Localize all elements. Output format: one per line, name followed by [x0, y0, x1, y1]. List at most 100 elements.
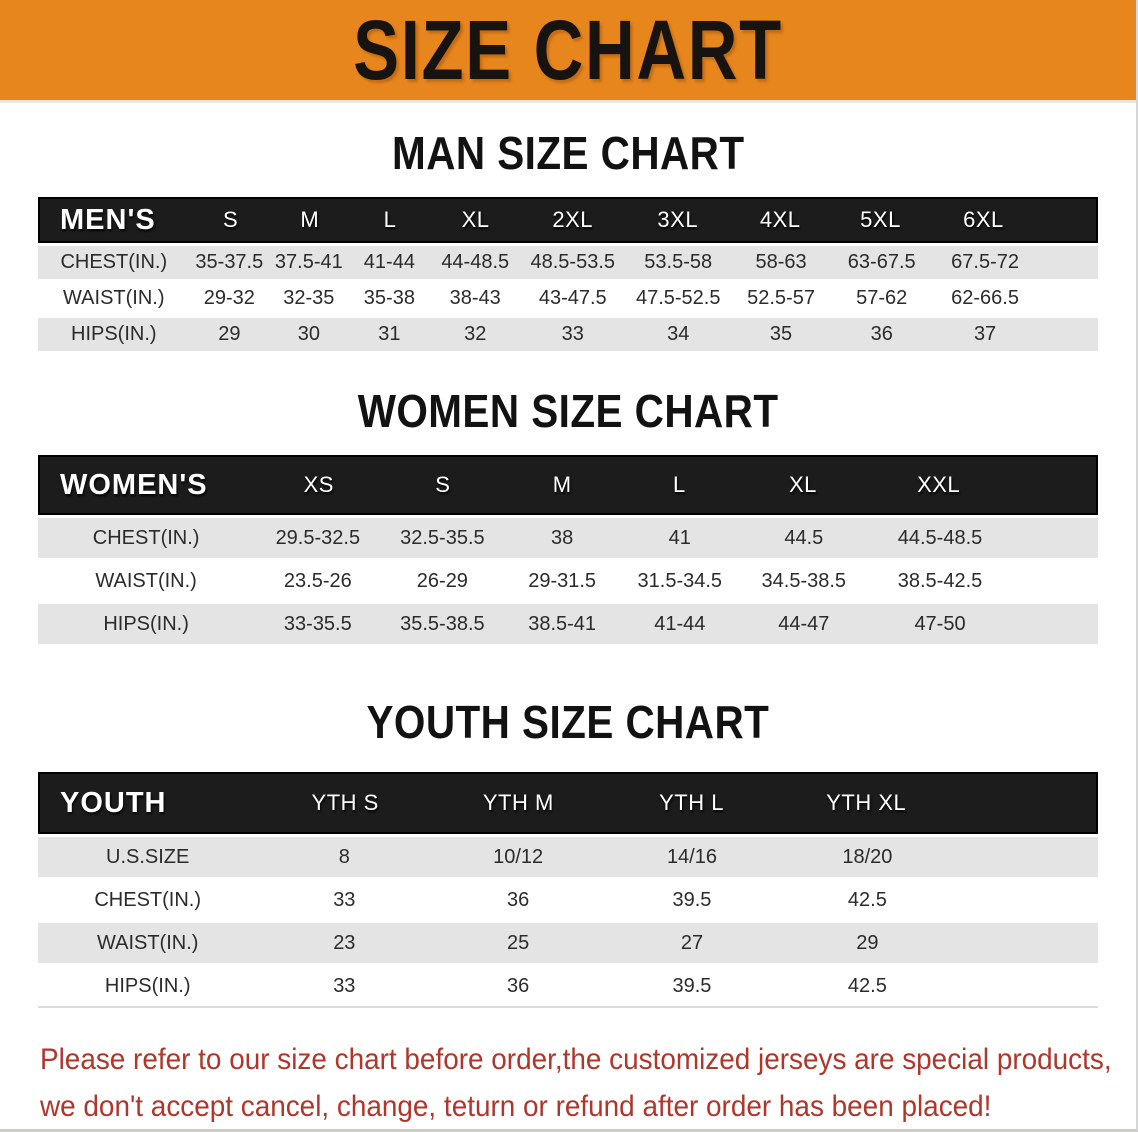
- size-value: 35.5-38.5: [400, 612, 485, 635]
- row-label: HIPS(IN.): [104, 974, 191, 997]
- size-value: 41-44: [363, 251, 415, 273]
- size-value: 44-48.5: [441, 251, 510, 273]
- size-value: 37.5-41: [274, 251, 343, 273]
- size-value: 35: [769, 323, 793, 345]
- size-value: 38.5-42.5: [897, 569, 983, 592]
- size-value: 27: [680, 931, 704, 954]
- size-value: 47.5-52.5: [635, 287, 721, 309]
- column-header: S: [435, 472, 451, 497]
- size-value: 36: [507, 888, 530, 911]
- table-row: HIPS(IN.) 33 36 39.5 42.5: [38, 966, 1098, 1006]
- size-value: 52.5-57: [747, 287, 815, 309]
- size-value: 58-63: [755, 251, 807, 273]
- size-value: 42.5: [847, 888, 887, 911]
- column-header: L: [673, 472, 686, 497]
- women-table-header: WOMEN'S XS S M L XL XXL: [38, 455, 1098, 515]
- size-value: 23: [333, 931, 356, 954]
- table-row: WAIST(IN.) 29-32 32-35 35-38 38-43 43-47.5 47.…: [38, 282, 1098, 315]
- man-size-chart-heading-text: MAN SIZE CHART: [391, 127, 745, 179]
- size-value: 37: [973, 323, 997, 345]
- column-header: L: [383, 207, 397, 232]
- size-value: 10/12: [493, 845, 544, 868]
- column-header: YTH S: [311, 790, 379, 815]
- size-value: 41: [668, 526, 691, 549]
- men-table-header: MEN'S S M L XL 2XL 3XL 4XL 5XL 6XL: [38, 197, 1098, 243]
- size-value: 32.5-35.5: [400, 526, 485, 549]
- row-label: CHEST(IN.): [92, 526, 200, 549]
- size-value: 44.5: [784, 526, 824, 549]
- footer-line-1: Please refer to our size chart before or…: [40, 1043, 1112, 1076]
- size-value: 29: [218, 323, 241, 345]
- size-value: 29.5-32.5: [275, 526, 361, 549]
- column-header: 2XL: [552, 207, 594, 232]
- column-header: YTH L: [659, 790, 724, 815]
- table-header-label: WOMEN'S: [60, 468, 208, 501]
- size-value: 36: [870, 323, 893, 345]
- women-size-chart-heading-text: WOMEN SIZE CHART: [357, 385, 779, 437]
- size-value: 14/16: [666, 845, 717, 868]
- column-header: YTH M: [482, 790, 554, 815]
- men-size-table: MEN'S S M L XL 2XL 3XL 4XL 5XL 6XL CHEST(IN.) 35-3…: [38, 197, 1098, 351]
- column-header: YTH XL: [826, 790, 907, 815]
- footer-note: Please refer to our size chart before or…: [40, 1036, 1136, 1129]
- size-value: 31.5-34.5: [637, 569, 723, 592]
- table-row: HIPS(IN.) 33-35.5 35.5-38.5 38.5-41 41-44 44-…: [38, 604, 1098, 644]
- column-header: XXL: [917, 472, 961, 497]
- size-value: 38.5-41: [528, 612, 597, 635]
- size-value: 29-31.5: [528, 569, 597, 592]
- table-row: CHEST(IN.) 33 36 39.5 42.5: [38, 880, 1098, 920]
- size-value: 31: [378, 323, 401, 345]
- size-value: 23.5-26: [283, 569, 352, 592]
- table-header-label: MEN'S: [60, 203, 156, 236]
- column-header: S: [223, 207, 239, 232]
- column-header: 5XL: [860, 207, 901, 232]
- row-label: CHEST(IN.): [94, 888, 202, 911]
- youth-size-chart-heading-text: YOUTH SIZE CHART: [366, 696, 770, 748]
- size-value: 41-44: [654, 612, 706, 635]
- size-value: 33: [333, 974, 356, 997]
- size-value: 42.5: [847, 974, 887, 997]
- table-row: U.S.SIZE 8 10/12 14/16 18/20: [38, 837, 1098, 877]
- size-value: 53.5-58: [644, 251, 713, 273]
- table-row: CHEST(IN.) 35-37.5 37.5-41 41-44 44-48.5 48.5…: [38, 246, 1098, 279]
- banner-title: SIZE CHART: [353, 2, 783, 97]
- row-label: HIPS(IN.): [103, 612, 189, 635]
- size-value: 30: [297, 323, 320, 345]
- youth-table-body: U.S.SIZE 8 10/12 14/16 18/20 CHEST(IN.) 33 36 39…: [38, 834, 1098, 1008]
- women-size-table: WOMEN'S XS S M L XL XXL CHEST(IN.) 29.5-32.5 32.…: [38, 455, 1098, 644]
- row-label: WAIST(IN.): [96, 931, 199, 954]
- column-header: XL: [461, 207, 490, 232]
- size-value: 36: [507, 974, 530, 997]
- size-value: 62-66.5: [951, 287, 1019, 309]
- size-value: 25: [507, 931, 530, 954]
- size-value: 63-67.5: [847, 251, 916, 273]
- column-header: M: [552, 472, 572, 497]
- row-label: WAIST(IN.): [95, 569, 197, 592]
- men-table-body: CHEST(IN.) 35-37.5 37.5-41 41-44 44-48.5 48.5…: [38, 243, 1098, 351]
- size-value: 29: [856, 931, 879, 954]
- size-chart-banner: SIZE CHART: [0, 0, 1136, 103]
- row-label: HIPS(IN.): [71, 323, 157, 345]
- size-value: 34.5-38.5: [761, 569, 847, 592]
- size-value: 35-38: [363, 287, 415, 309]
- column-header: XL: [788, 472, 817, 497]
- column-header: 6XL: [963, 207, 1004, 232]
- table-header-label: YOUTH: [60, 786, 167, 819]
- size-value: 48.5-53.5: [530, 251, 615, 273]
- size-value: 29-32: [203, 287, 255, 309]
- size-value: 44.5-48.5: [897, 526, 983, 549]
- size-value: 33: [561, 323, 584, 345]
- table-row: CHEST(IN.) 29.5-32.5 32.5-35.5 38 41 44.5 44.5…: [38, 518, 1098, 558]
- column-header: 3XL: [657, 207, 699, 232]
- size-value: 47-50: [914, 612, 966, 635]
- table-row: WAIST(IN.) 23 25 27 29: [38, 923, 1098, 963]
- size-value: 39.5: [672, 974, 712, 997]
- size-value: 18/20: [842, 845, 893, 868]
- size-value: 8: [338, 845, 350, 868]
- size-value: 33: [333, 888, 356, 911]
- youth-table-header: YOUTH YTH S YTH M YTH L YTH XL: [38, 772, 1098, 834]
- size-value: 38: [551, 526, 574, 549]
- column-header: 4XL: [759, 207, 801, 232]
- youth-size-chart-heading: YOUTH SIZE CHART: [0, 696, 1136, 748]
